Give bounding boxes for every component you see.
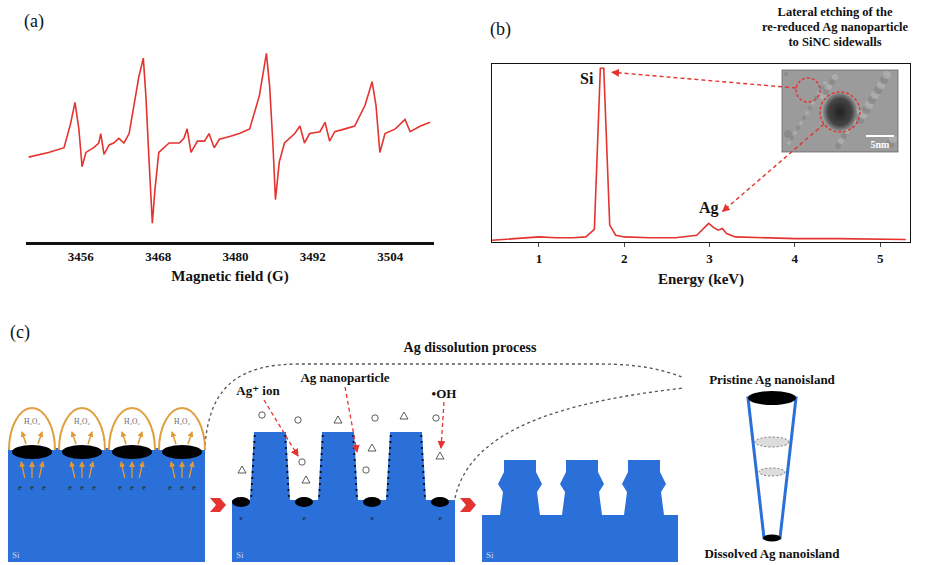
svg-text:e: e	[30, 483, 34, 492]
svg-text:Si: Si	[12, 550, 20, 560]
svg-text:1: 1	[536, 251, 543, 266]
svg-text:Magnetic field (G): Magnetic field (G)	[171, 268, 288, 285]
svg-text:•OH: •OH	[432, 386, 457, 401]
svg-text:e: e	[302, 514, 305, 522]
svg-text:to SiNC sidewalls: to SiNC sidewalls	[788, 35, 881, 49]
svg-text:e: e	[68, 483, 72, 492]
svg-text:e: e	[92, 483, 96, 492]
svg-text:e: e	[130, 483, 134, 492]
svg-text:3504: 3504	[377, 249, 404, 264]
svg-text:e: e	[18, 483, 22, 492]
svg-text:e: e	[192, 483, 196, 492]
svg-text:5: 5	[877, 251, 884, 266]
svg-text:Si: Si	[580, 70, 594, 87]
svg-text:4: 4	[792, 251, 799, 266]
svg-text:(b): (b)	[490, 19, 511, 40]
svg-text:Energy (keV): Energy (keV)	[658, 271, 744, 288]
svg-text:Ag: Ag	[699, 199, 719, 217]
svg-text:e: e	[118, 483, 122, 492]
svg-text:e: e	[80, 483, 84, 492]
svg-text:Lateral etching of the: Lateral etching of the	[778, 5, 893, 19]
svg-text:H₂O₂: H₂O₂	[174, 417, 190, 426]
svg-text:H₂O₂: H₂O₂	[24, 417, 40, 426]
svg-text:e: e	[239, 514, 242, 522]
svg-text:e: e	[42, 483, 46, 492]
svg-text:e: e	[370, 514, 373, 522]
svg-text:Pristine Ag nanoisland: Pristine Ag nanoisland	[709, 372, 835, 387]
svg-text:2: 2	[621, 251, 628, 266]
svg-text:3492: 3492	[300, 249, 326, 264]
svg-text:3468: 3468	[145, 249, 172, 264]
svg-text:Dissolved Ag nanoisland: Dissolved Ag nanoisland	[704, 546, 840, 561]
svg-text:H₂O₂: H₂O₂	[74, 417, 90, 426]
svg-text:e: e	[168, 483, 172, 492]
svg-text:H₂O₂: H₂O₂	[124, 417, 140, 426]
svg-text:Ag dissolution process: Ag dissolution process	[404, 340, 537, 355]
svg-text:re-reduced Ag nanoparticle: re-reduced Ag nanoparticle	[762, 20, 909, 34]
svg-text:3: 3	[706, 251, 713, 266]
svg-text:3480: 3480	[222, 249, 248, 264]
svg-text:e: e	[180, 483, 184, 492]
svg-text:5nm: 5nm	[871, 139, 891, 150]
svg-text:e: e	[438, 514, 441, 522]
svg-text:Ag nanoparticle: Ag nanoparticle	[300, 370, 389, 385]
svg-text:(c): (c)	[10, 322, 30, 343]
svg-text:(a): (a)	[24, 11, 44, 32]
svg-text:3456: 3456	[68, 249, 95, 264]
svg-text:Si: Si	[486, 550, 494, 560]
svg-text:Si: Si	[236, 550, 244, 560]
svg-text:e: e	[142, 483, 146, 492]
svg-text:Ag⁺ ion: Ag⁺ ion	[236, 383, 280, 398]
